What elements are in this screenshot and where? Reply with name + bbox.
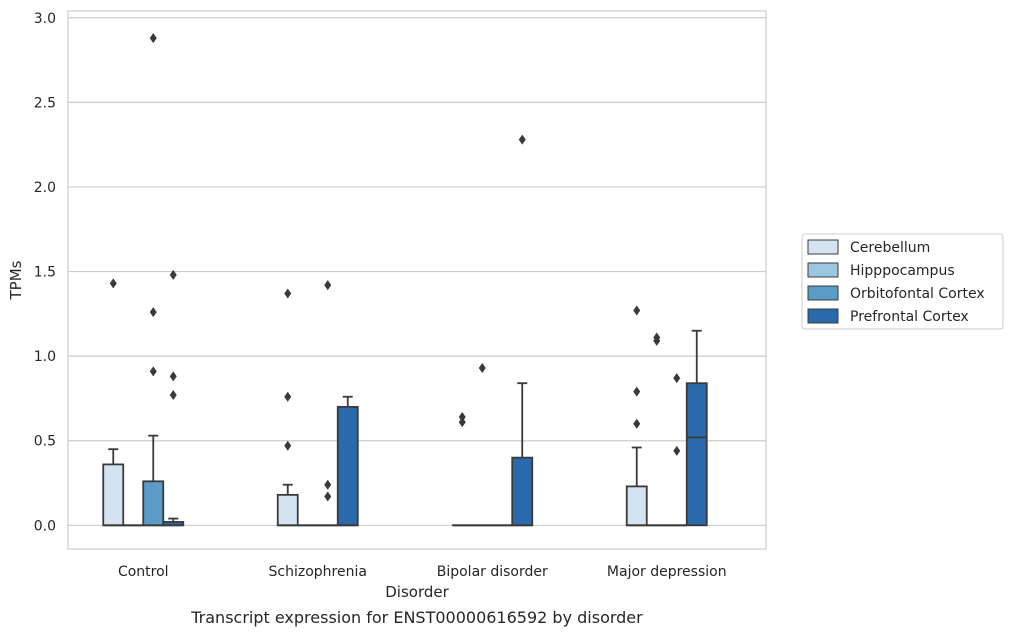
x-tick-label: Major depression [607, 564, 727, 580]
y-tick-label: 1.5 [34, 265, 56, 281]
outlier-point [284, 391, 292, 402]
legend-swatch [807, 239, 839, 255]
legend-label: Orbitofontal Cortex [850, 286, 985, 302]
legend-label: Hipppocampus [850, 263, 955, 279]
legend: Cerebellum Hipppocampus Orbitofontal Corte… [801, 233, 1004, 330]
outlier-point [324, 479, 332, 490]
x-tick-label: Bipolar disorder [437, 564, 548, 580]
y-tick-label: 3.0 [34, 11, 56, 27]
outlier-point [673, 373, 681, 384]
series-cerebellum [102, 278, 648, 527]
outlier-point [633, 305, 641, 316]
chart-caption: Transcript expression for ENST0000061659… [190, 608, 643, 627]
legend-label: Cerebellum [850, 240, 930, 256]
legend-frame [801, 233, 1004, 330]
outlier-point [169, 371, 177, 382]
box-prefrontal-cortex-bipolar-disorder [511, 134, 534, 527]
y-axis-ticks: 0.0 0.5 1.0 1.5 2.0 2.5 3.0 [34, 11, 56, 535]
x-tick-label: Control [118, 564, 169, 580]
y-tick-label: 0.5 [34, 434, 56, 450]
box-body [685, 382, 708, 527]
box-orbitofontal-cortex-schizophrenia [317, 280, 338, 527]
box-series [102, 33, 708, 527]
outlier-point [673, 445, 681, 456]
outlier-point [633, 386, 641, 397]
outlier-point [284, 440, 292, 451]
legend-swatch [807, 308, 839, 324]
outlier-point [324, 280, 332, 291]
box-body [142, 480, 165, 527]
outlier-point [149, 366, 157, 377]
box-body [511, 456, 534, 527]
y-tick-label: 2.5 [34, 95, 56, 111]
outlier-point [284, 288, 292, 299]
y-tick-label: 2.0 [34, 180, 56, 196]
box-prefrontal-cortex-control [162, 269, 185, 527]
y-axis-label: TPMs [7, 260, 25, 300]
outlier-point [458, 417, 466, 428]
box-cerebellum-schizophrenia [276, 288, 299, 527]
box-orbitofontal-cortex-control [142, 33, 165, 527]
outlier-point [653, 332, 661, 343]
series-prefrontal-cortex [162, 134, 708, 527]
outlier-point [149, 33, 157, 44]
x-tick-label: Schizophrenia [269, 564, 367, 580]
legend-item-prefrontal-cortex: Prefrontal Cortex [807, 308, 969, 325]
box-body [336, 405, 359, 527]
outlier-point [478, 362, 486, 373]
plot-area-frame [67, 10, 767, 550]
legend-item-hipppocampus: Hipppocampus [807, 262, 955, 279]
outlier-point [109, 278, 117, 289]
legend-label: Prefrontal Cortex [850, 309, 969, 325]
outlier-point [458, 412, 466, 423]
box-body [276, 493, 299, 527]
box-cerebellum-control [102, 278, 125, 527]
box-cerebellum-major-depression [625, 305, 648, 527]
box-prefrontal-cortex-major-depression [685, 329, 708, 527]
series-hipppocampus [123, 332, 667, 527]
legend-item-cerebellum: Cerebellum [807, 239, 930, 256]
outlier-point [633, 418, 641, 429]
box-hipppocampus-major-depression [646, 332, 667, 527]
gridlines [68, 17, 766, 526]
y-tick-label: 0.0 [34, 518, 56, 534]
legend-item-orbitofontal-cortex: Orbitofontal Cortex [807, 285, 985, 302]
outlier-point [149, 307, 157, 318]
legend-swatch [807, 262, 839, 278]
box-body [625, 485, 648, 527]
box-prefrontal-cortex-schizophrenia [336, 395, 359, 527]
series-orbitofontal-cortex [142, 33, 687, 527]
box-body [102, 463, 125, 527]
outlier-point [518, 134, 526, 145]
x-axis-ticks: Control Schizophrenia Bipolar disorder Majo… [118, 564, 727, 580]
x-axis-label: Disorder [385, 583, 449, 601]
box-hipppocampus-bipolar-disorder [472, 362, 493, 527]
outlier-point [169, 390, 177, 401]
box-orbitofontal-cortex-major-depression [666, 373, 687, 527]
y-tick-label: 1.0 [34, 349, 56, 365]
box-cerebellum-bipolar-disorder [452, 412, 473, 527]
outlier-point [324, 491, 332, 502]
outlier-point [169, 269, 177, 280]
legend-swatch [807, 285, 839, 301]
